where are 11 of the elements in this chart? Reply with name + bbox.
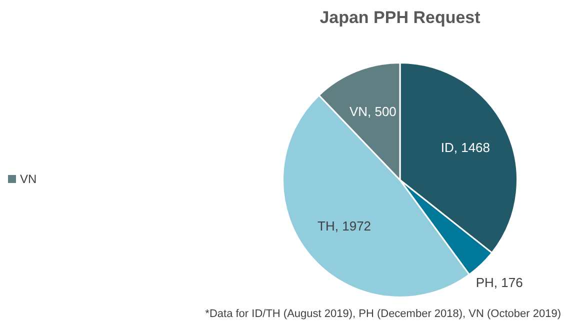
data-label: , 500 bbox=[368, 104, 396, 120]
slice-label: TH bbox=[318, 218, 335, 234]
data-label: , 176 bbox=[494, 274, 523, 290]
slice-label: PH bbox=[476, 274, 494, 290]
data-label: , 1468 bbox=[454, 140, 490, 155]
slice-label: VN bbox=[349, 104, 368, 120]
data-label: , 1972 bbox=[334, 218, 372, 234]
legend-label: VN bbox=[20, 172, 37, 186]
text: *Data for ID/TH (August 2019), PH (December 2018), VN (October 2019) bbox=[205, 308, 561, 320]
slice-label: ID bbox=[440, 140, 454, 155]
chart-title: Japan PPH Request bbox=[318, 8, 482, 28]
